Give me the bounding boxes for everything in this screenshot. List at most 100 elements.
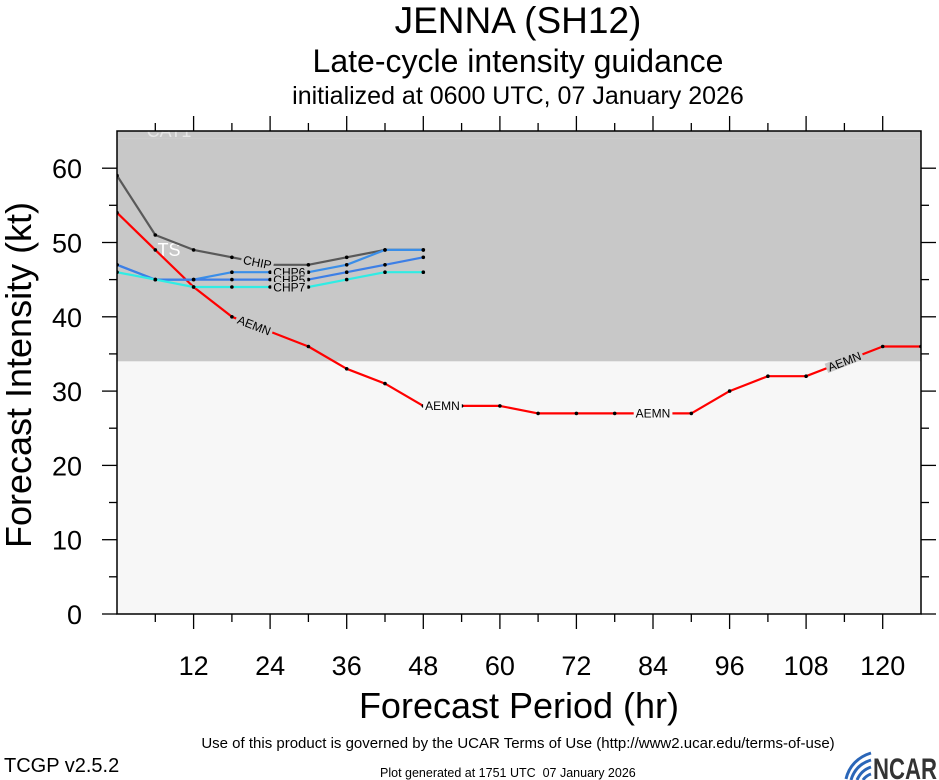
line-label-gap — [240, 254, 275, 271]
line-label-gap — [633, 408, 673, 419]
chp5-point — [230, 277, 234, 282]
chp7-line-label: CHP7 — [271, 280, 308, 294]
chp6-point — [383, 248, 387, 252]
swoosh-stroke — [844, 751, 872, 780]
chip-label-text: CHIP — [242, 253, 273, 272]
x-tick-label: 72 — [561, 651, 591, 681]
y-tick-label: 0 — [67, 600, 82, 630]
chp7-point — [421, 270, 426, 275]
y-tick-label: 60 — [52, 154, 82, 184]
tcgp-version: TCGP v2.5.2 — [4, 755, 119, 777]
chp7-point — [344, 277, 349, 282]
chp5-point — [344, 270, 349, 275]
y-tick-label: 50 — [52, 229, 82, 259]
chip-point — [153, 233, 158, 237]
chp5-point — [383, 263, 387, 267]
axis-tick-labels: 0 10 20 30 40 50 60 12 24 36 48 60 72 84 96 108 120 — [52, 154, 905, 681]
aemn-point — [383, 381, 387, 386]
aemn-point — [612, 411, 617, 416]
line-label-gap — [271, 267, 308, 278]
chp6-point — [421, 248, 426, 252]
plot-frame — [116, 130, 922, 615]
initialization-time: initialized at 0600 UTC, 07 January 2026 — [292, 82, 744, 110]
aemn-point — [689, 411, 694, 416]
chp7-label-text: CHP7 — [273, 280, 305, 294]
x-axis-title: Forecast Period (hr) — [359, 685, 679, 726]
chp5-point — [306, 277, 311, 282]
band-ts — [117, 138, 921, 362]
aemn-line-label: AEMN — [423, 399, 462, 413]
chip-point — [191, 248, 196, 252]
axis-ticks — [102, 116, 936, 629]
chp6-point — [230, 270, 234, 275]
chp7-point — [230, 285, 234, 289]
chp6-point — [344, 263, 349, 267]
aemn-line-label: AEMN — [633, 407, 673, 421]
chart-title: JENNA (SH12) — [395, 0, 642, 41]
swoosh-stroke — [855, 765, 872, 780]
chp7-point — [268, 285, 272, 289]
x-tick-label: 120 — [860, 651, 905, 681]
x-tick-label: 48 — [408, 651, 438, 681]
chp6-point — [268, 270, 272, 275]
chp7-point — [383, 270, 387, 275]
aemn-label-text: AEMN — [425, 399, 460, 413]
aemn-point — [727, 389, 732, 393]
aemn-point — [804, 374, 808, 379]
ncar-logo: NCAR — [844, 751, 937, 780]
y-axis-title: Forecast Intensity (kt) — [0, 202, 39, 548]
chip-line-label: CHIP — [240, 253, 275, 272]
plot-generated-time: Plot generated at 1751 UTC 07 January 20… — [380, 766, 636, 780]
chp7-point — [306, 285, 311, 289]
x-tick-label: 12 — [179, 651, 209, 681]
chip-point — [230, 255, 234, 260]
aemn-point — [306, 344, 311, 349]
chp5-point — [268, 277, 272, 282]
aemn-point — [880, 344, 885, 349]
x-tick-label: 96 — [715, 651, 745, 681]
x-tick-label: 36 — [332, 651, 362, 681]
x-tick-label: 60 — [485, 651, 515, 681]
chp5-point — [421, 255, 426, 260]
swoosh-stroke — [861, 772, 872, 780]
aemn-point — [153, 248, 158, 252]
aemn-point — [344, 367, 349, 371]
band-label-ts: TS — [157, 240, 180, 260]
plot-background-layer — [117, 131, 921, 614]
aemn-point — [574, 411, 579, 416]
y-tick-label: 10 — [52, 526, 82, 556]
line-label-gap — [423, 400, 462, 411]
band-cat1 — [117, 131, 921, 139]
chp7-point — [191, 285, 196, 289]
chip-point — [344, 255, 349, 260]
x-tick-label: 84 — [638, 651, 668, 681]
aemn-point — [536, 411, 540, 416]
y-tick-label: 20 — [52, 451, 82, 481]
x-tick-label: 108 — [784, 651, 829, 681]
y-tick-label: 30 — [52, 377, 82, 407]
ncar-swoosh-icon — [844, 751, 872, 780]
y-tick-label: 40 — [52, 303, 82, 333]
band-label-cat1: CAT1 — [147, 121, 192, 141]
intensity-band-labels: TS CAT1 — [147, 121, 192, 260]
ncar-logo-text: NCAR — [873, 753, 937, 780]
line-label-gap — [271, 274, 308, 285]
aemn-point — [498, 404, 502, 408]
terms-of-use-notice: Use of this product is governed by the U… — [201, 735, 834, 752]
x-tick-label: 24 — [255, 651, 285, 681]
aemn-label-text: AEMN — [636, 407, 671, 421]
swoosh-stroke — [849, 758, 872, 780]
chip-point — [306, 263, 311, 267]
chp5-point — [191, 277, 196, 282]
series-points — [117, 173, 921, 416]
chp6-point — [306, 270, 311, 275]
line-label-gap — [234, 313, 275, 338]
aemn-point — [766, 374, 770, 379]
chp7-point — [153, 277, 158, 282]
line-label-gap — [824, 349, 865, 374]
aemn-point — [230, 315, 234, 319]
line-label-gap — [271, 282, 308, 292]
chart-subtitle: Late-cycle intensity guidance — [313, 43, 724, 79]
